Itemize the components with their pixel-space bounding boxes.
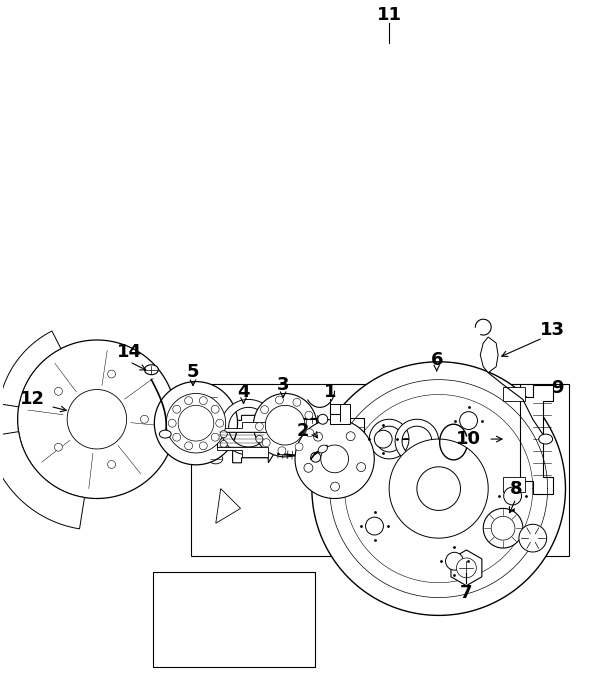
- Circle shape: [184, 442, 193, 449]
- Ellipse shape: [159, 430, 171, 438]
- Text: 4: 4: [237, 383, 250, 401]
- Polygon shape: [217, 439, 268, 456]
- Circle shape: [295, 443, 303, 451]
- Ellipse shape: [538, 434, 553, 444]
- Circle shape: [262, 439, 270, 447]
- Circle shape: [55, 443, 62, 451]
- Text: 14: 14: [117, 343, 142, 361]
- Circle shape: [220, 441, 227, 447]
- Polygon shape: [217, 422, 268, 439]
- Circle shape: [346, 432, 355, 441]
- Circle shape: [293, 398, 301, 406]
- Circle shape: [211, 405, 219, 413]
- Polygon shape: [253, 394, 317, 457]
- Circle shape: [460, 411, 477, 430]
- Polygon shape: [265, 405, 305, 445]
- Polygon shape: [483, 509, 523, 548]
- Polygon shape: [18, 340, 176, 498]
- Circle shape: [256, 435, 263, 443]
- Polygon shape: [519, 524, 547, 552]
- Polygon shape: [0, 432, 84, 529]
- Bar: [334, 418, 364, 454]
- Circle shape: [365, 517, 383, 535]
- Circle shape: [331, 482, 340, 491]
- Circle shape: [304, 463, 313, 473]
- Circle shape: [278, 447, 286, 455]
- Ellipse shape: [331, 418, 339, 454]
- Polygon shape: [451, 550, 482, 585]
- Circle shape: [275, 396, 283, 404]
- Text: 1: 1: [324, 383, 336, 401]
- Circle shape: [140, 415, 148, 423]
- Polygon shape: [166, 394, 226, 453]
- Text: 9: 9: [552, 379, 564, 396]
- Circle shape: [374, 430, 392, 448]
- Text: 2: 2: [297, 422, 309, 440]
- Text: 13: 13: [540, 321, 565, 339]
- Ellipse shape: [209, 454, 223, 464]
- Circle shape: [199, 442, 207, 449]
- Text: 7: 7: [460, 583, 472, 602]
- Circle shape: [220, 430, 227, 438]
- Ellipse shape: [204, 392, 218, 403]
- Polygon shape: [178, 405, 214, 441]
- Circle shape: [55, 388, 62, 395]
- Circle shape: [261, 406, 268, 413]
- Text: 11: 11: [377, 6, 402, 24]
- Circle shape: [318, 414, 328, 424]
- Polygon shape: [312, 362, 565, 615]
- Circle shape: [446, 552, 464, 570]
- Bar: [330, 405, 349, 424]
- Circle shape: [108, 370, 115, 378]
- Circle shape: [305, 411, 313, 419]
- Ellipse shape: [202, 409, 216, 420]
- Polygon shape: [154, 381, 237, 465]
- Polygon shape: [321, 445, 349, 473]
- Polygon shape: [217, 415, 275, 463]
- Ellipse shape: [145, 364, 158, 375]
- Circle shape: [168, 420, 176, 427]
- Text: 12: 12: [20, 390, 45, 409]
- Polygon shape: [491, 516, 515, 540]
- Circle shape: [314, 432, 322, 441]
- Circle shape: [255, 422, 264, 430]
- Circle shape: [173, 433, 181, 441]
- Polygon shape: [395, 420, 439, 463]
- Circle shape: [173, 405, 181, 413]
- Polygon shape: [520, 385, 553, 494]
- Polygon shape: [0, 331, 61, 407]
- Circle shape: [356, 462, 365, 471]
- Bar: [192, 384, 569, 556]
- Circle shape: [311, 452, 321, 462]
- Polygon shape: [221, 399, 275, 455]
- Polygon shape: [295, 420, 374, 498]
- Text: 3: 3: [277, 375, 289, 394]
- Polygon shape: [389, 439, 488, 538]
- Polygon shape: [480, 337, 498, 373]
- Circle shape: [211, 433, 219, 441]
- Circle shape: [306, 429, 314, 437]
- Bar: [503, 386, 525, 401]
- Circle shape: [456, 558, 477, 578]
- Text: 8: 8: [510, 479, 522, 498]
- Polygon shape: [369, 420, 409, 459]
- Circle shape: [216, 420, 224, 427]
- Circle shape: [199, 396, 207, 405]
- Circle shape: [504, 487, 521, 505]
- Bar: [503, 477, 525, 492]
- Ellipse shape: [318, 445, 327, 453]
- Text: 6: 6: [430, 351, 443, 369]
- Circle shape: [184, 396, 193, 405]
- Text: 10: 10: [456, 430, 481, 448]
- Circle shape: [108, 460, 115, 469]
- Polygon shape: [67, 390, 127, 449]
- Polygon shape: [216, 489, 240, 524]
- Text: 5: 5: [187, 362, 199, 381]
- Bar: [153, 573, 315, 666]
- Polygon shape: [417, 466, 461, 511]
